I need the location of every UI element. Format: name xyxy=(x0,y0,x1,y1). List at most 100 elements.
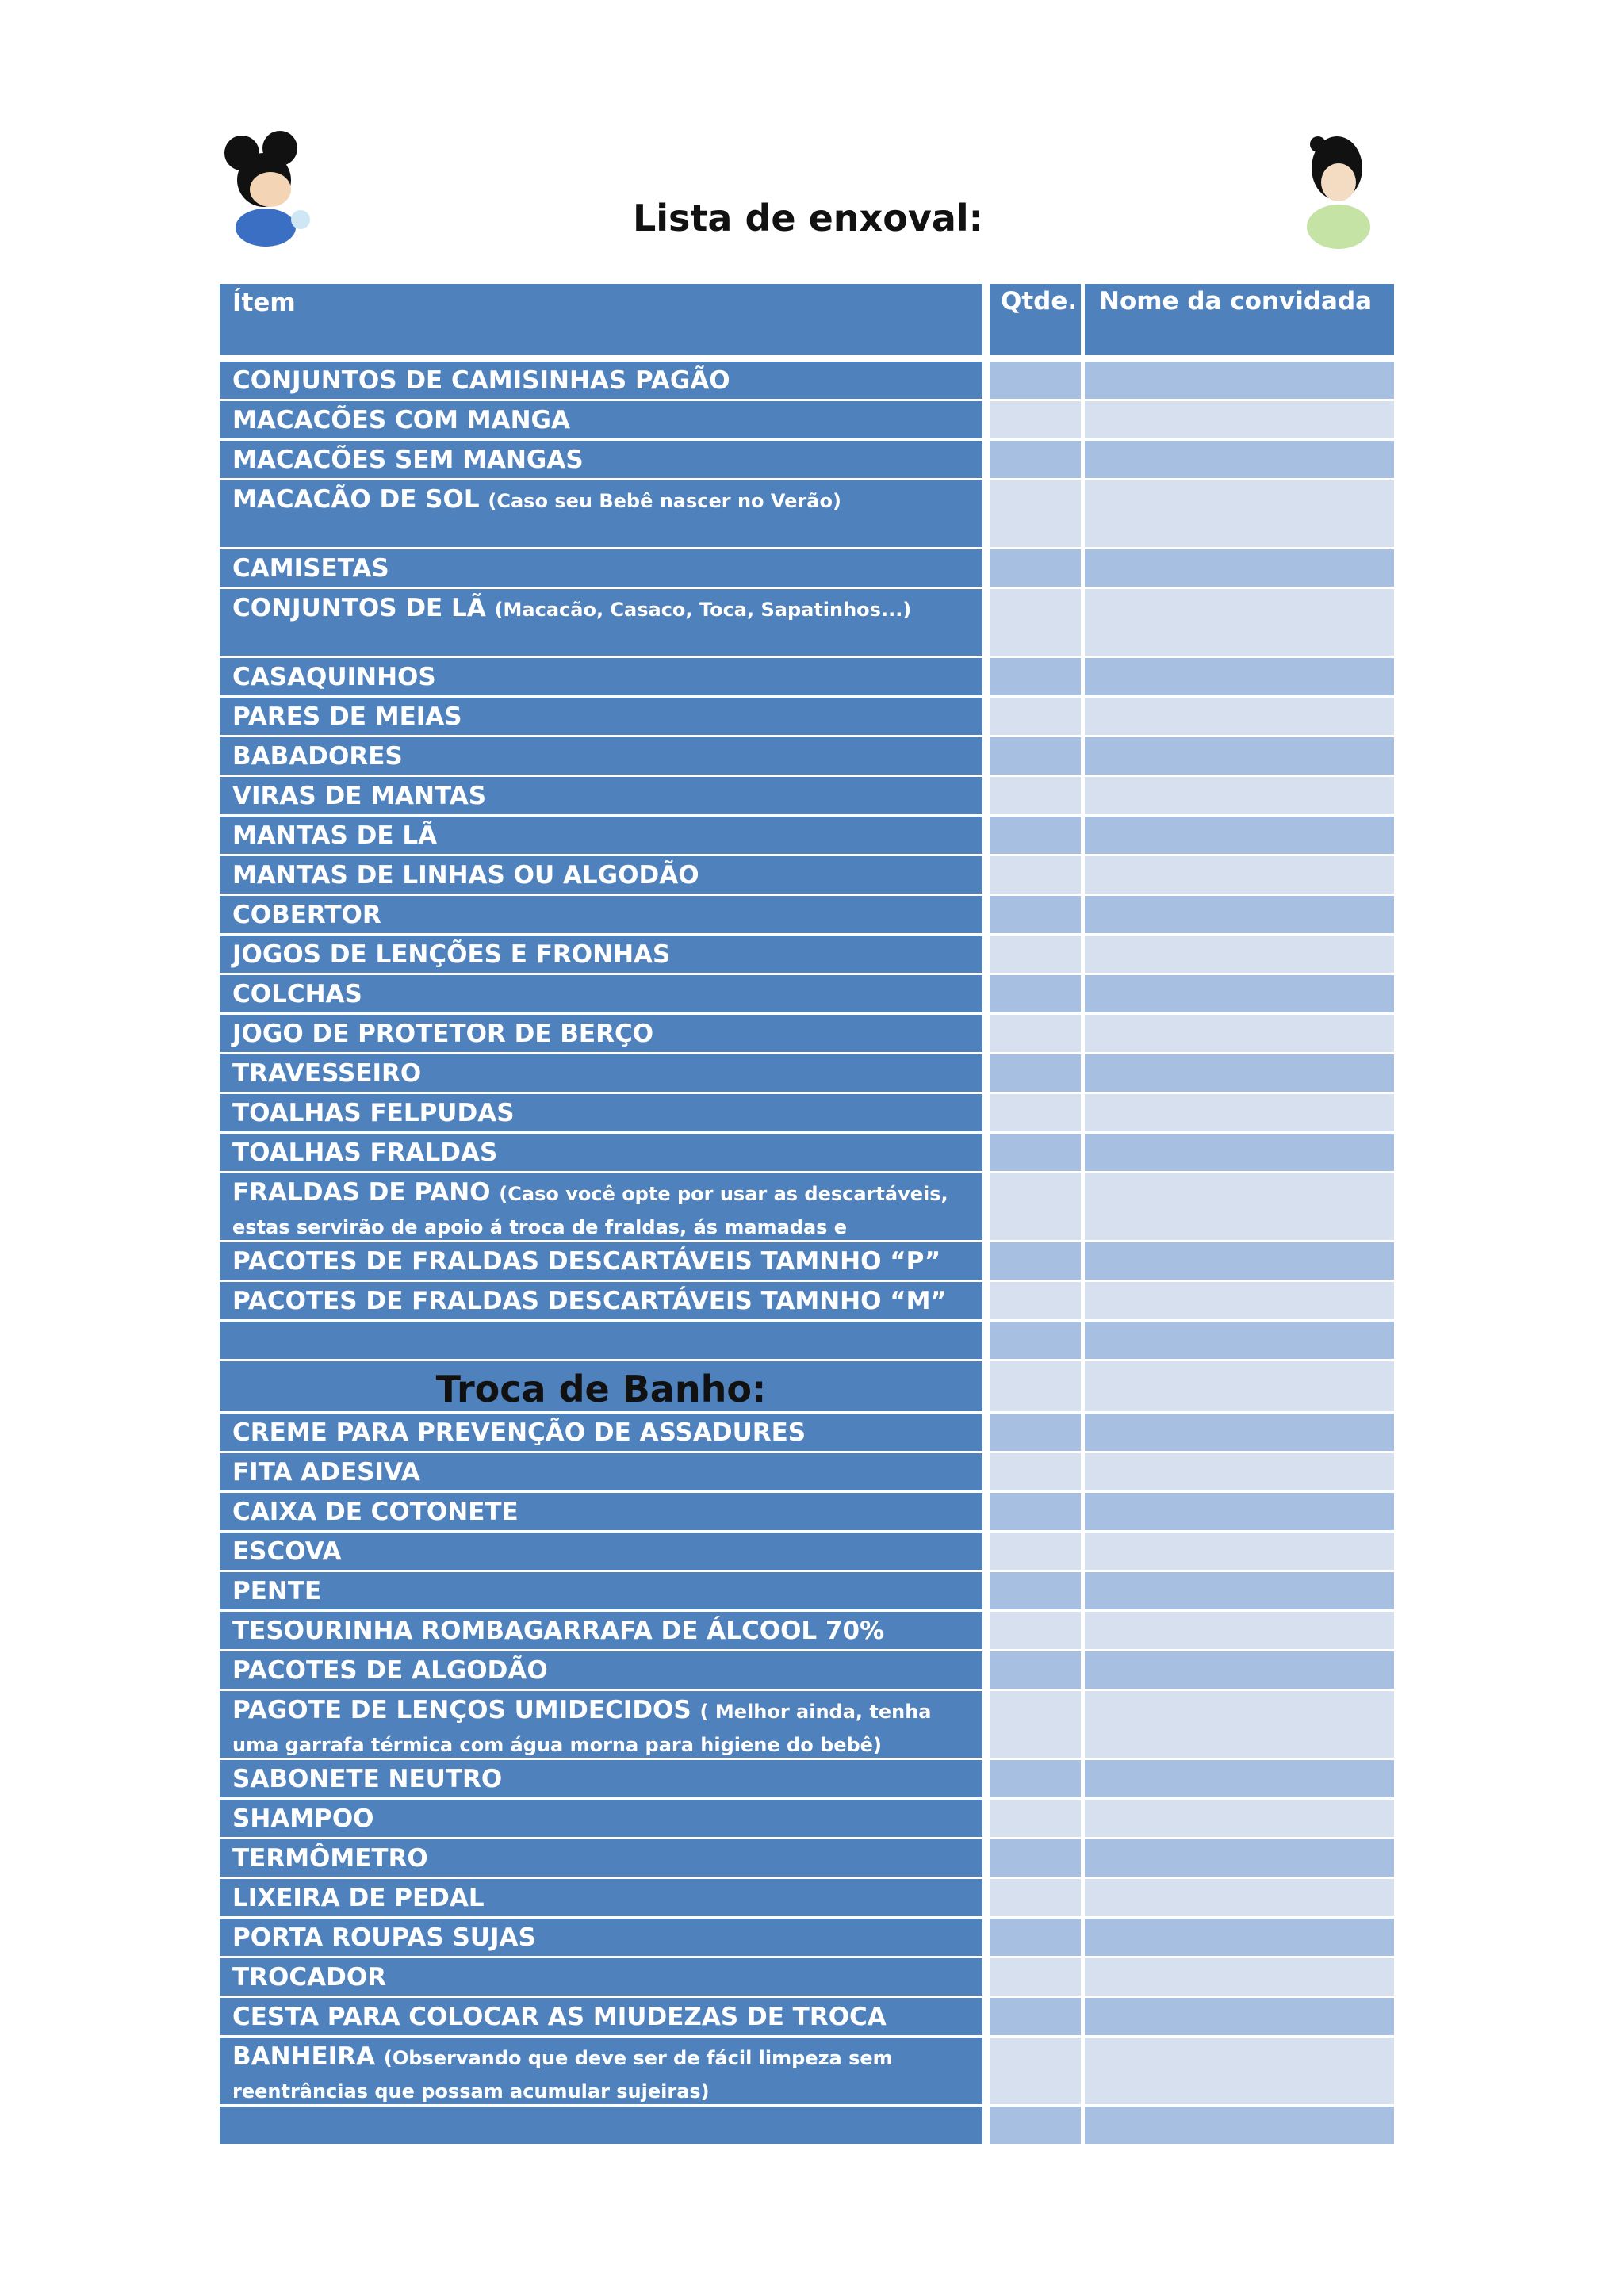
guest-cell xyxy=(1085,1173,1394,1240)
item-name: TOALHAS FRALDAS xyxy=(232,1138,498,1167)
item-name: SHAMPOO xyxy=(232,1804,374,1833)
item-cell: SHAMPOO xyxy=(220,1800,982,1837)
item-cell: BABADORES xyxy=(220,737,982,775)
guest-cell xyxy=(1085,1414,1394,1451)
item-note: (Macacão, Casaco, Toca, Sapatinhos...) xyxy=(494,599,912,621)
qty-cell xyxy=(990,1839,1081,1877)
qty-cell xyxy=(990,1414,1081,1451)
table-row: CESTA PARA COLOCAR AS MIUDEZAS DE TROCA xyxy=(220,1998,1394,2035)
qty-cell xyxy=(990,1998,1081,2035)
item-cell: TOALHAS FELPUDAS xyxy=(220,1094,982,1131)
qty-cell xyxy=(990,1800,1081,1837)
item-cell: VIRAS DE MANTAS xyxy=(220,777,982,814)
item-cell: COLCHAS xyxy=(220,975,982,1012)
item-cell: PARES DE MEIAS xyxy=(220,698,982,735)
qty-cell xyxy=(990,2107,1081,2144)
mickey-icon xyxy=(224,131,310,247)
item-cell: CREME PARA PREVENÇÃO DE ASSADURES xyxy=(220,1414,982,1451)
qty-cell xyxy=(990,737,1081,775)
table-row xyxy=(220,1322,1394,1359)
qty-cell xyxy=(990,1453,1081,1490)
table-row: BABADORES xyxy=(220,737,1394,775)
item-cell: CAIXA DE COTONETE xyxy=(220,1493,982,1530)
item-cell: BANHEIRA (Observando que deve ser de fác… xyxy=(220,2038,982,2104)
item-name: BABADORES xyxy=(232,742,403,771)
item-name: TERMÔMETRO xyxy=(232,1844,428,1873)
item-cell: CONJUNTOS DE LÃ (Macacão, Casaco, Toca, … xyxy=(220,589,982,656)
table-row: CONJUNTOS DE CAMISINHAS PAGÃO xyxy=(220,362,1394,399)
item-name: COLCHAS xyxy=(232,980,362,1008)
guest-cell xyxy=(1085,1879,1394,1916)
column-header: Qtde. xyxy=(990,284,1081,355)
item-name: TRAVESSEIRO xyxy=(232,1059,422,1088)
item-name: SABONETE NEUTRO xyxy=(232,1765,503,1793)
item-name: FRALDAS DE PANO xyxy=(232,1178,491,1207)
qty-cell xyxy=(990,2038,1081,2104)
table-row: FITA ADESIVA xyxy=(220,1453,1394,1490)
table-row: CAIXA DE COTONETE xyxy=(220,1493,1394,1530)
item-name: MANTAS DE LINHAS OU ALGODÃO xyxy=(232,861,699,890)
guest-cell xyxy=(1085,480,1394,547)
item-cell: TROCADOR xyxy=(220,1958,982,1996)
item-cell: PACOTES DE FRALDAS DESCARTÁVEIS TAMNHO “… xyxy=(220,1242,982,1280)
item-cell: MACACÕES SEM MANGAS xyxy=(220,441,982,478)
page-title: Lista de enxoval: xyxy=(632,197,984,239)
table-row: PENTE xyxy=(220,1572,1394,1609)
empty-cell xyxy=(220,1322,982,1359)
guest-cell xyxy=(1085,1453,1394,1490)
table-row: CREME PARA PREVENÇÃO DE ASSADURES xyxy=(220,1414,1394,1451)
item-note: (Caso seu Bebê nascer no Verão) xyxy=(488,490,841,512)
qty-cell xyxy=(990,549,1081,587)
qty-cell xyxy=(990,1173,1081,1240)
qty-cell xyxy=(990,1572,1081,1609)
guest-cell xyxy=(1085,1839,1394,1877)
item-cell: PACOTES DE FRALDAS DESCARTÁVEIS TAMNHO “… xyxy=(220,1282,982,1319)
table-row: BANHEIRA (Observando que deve ser de fác… xyxy=(220,2038,1394,2104)
table-row: Ítem Qtde. Nome da convidada xyxy=(220,284,1394,355)
qty-cell xyxy=(990,1242,1081,1280)
table-row: TESOURINHA ROMBAGARRAFA DE ÁLCOOL 70% xyxy=(220,1612,1394,1649)
qty-cell xyxy=(990,1322,1081,1359)
item-name: BANHEIRA xyxy=(232,2042,376,2071)
table-row: PACOTES DE FRALDAS DESCARTÁVEIS TAMNHO “… xyxy=(220,1282,1394,1319)
item-name: COBERTOR xyxy=(232,901,381,929)
table-row: TROCADOR xyxy=(220,1958,1394,1996)
item-name: PARES DE MEIAS xyxy=(232,702,462,731)
guest-cell xyxy=(1085,1282,1394,1319)
qty-cell xyxy=(990,896,1081,933)
item-name: PORTA ROUPAS SUJAS xyxy=(232,1923,536,1952)
qty-cell xyxy=(990,1760,1081,1797)
guest-cell xyxy=(1085,1998,1394,2035)
item-name: MACACÕES COM MANGA xyxy=(232,406,570,434)
guest-cell xyxy=(1085,936,1394,973)
item-name: TOALHAS FELPUDAS xyxy=(232,1099,515,1127)
item-cell: ESCOVA xyxy=(220,1533,982,1570)
guest-cell xyxy=(1085,1651,1394,1689)
qty-cell xyxy=(990,1691,1081,1758)
qty-cell xyxy=(990,1919,1081,1956)
table-row: MANTAS DE LINHAS OU ALGODÃO xyxy=(220,856,1394,894)
qty-cell xyxy=(990,1134,1081,1171)
guest-cell xyxy=(1085,817,1394,854)
guest-cell xyxy=(1085,589,1394,656)
item-name: PACOTES DE FRALDAS DESCARTÁVEIS TAMNHO “… xyxy=(232,1287,947,1315)
qty-cell xyxy=(990,1879,1081,1916)
qty-cell xyxy=(990,698,1081,735)
item-name: CONJUNTOS DE CAMISINHAS PAGÃO xyxy=(232,366,730,395)
item-name: TESOURINHA ROMBAGARRAFA DE ÁLCOOL 70% xyxy=(232,1617,885,1645)
guest-cell xyxy=(1085,1533,1394,1570)
item-name: ESCOVA xyxy=(232,1537,342,1566)
item-cell: MACACÕES COM MANGA xyxy=(220,401,982,438)
table-row: TOALHAS FRALDAS xyxy=(220,1134,1394,1171)
qty-cell xyxy=(990,589,1081,656)
qty-cell xyxy=(990,441,1081,478)
qty-cell xyxy=(990,975,1081,1012)
guest-cell xyxy=(1085,1054,1394,1092)
table-row: JOGO DE PROTETOR DE BERÇO xyxy=(220,1015,1394,1052)
item-cell: SABONETE NEUTRO xyxy=(220,1760,982,1797)
guest-cell xyxy=(1085,1361,1394,1411)
item-cell: MACACÃO DE SOL (Caso seu Bebê nascer no … xyxy=(220,480,982,547)
table-row: TOALHAS FELPUDAS xyxy=(220,1094,1394,1131)
table-row: MACACÃO DE SOL (Caso seu Bebê nascer no … xyxy=(220,480,1394,547)
